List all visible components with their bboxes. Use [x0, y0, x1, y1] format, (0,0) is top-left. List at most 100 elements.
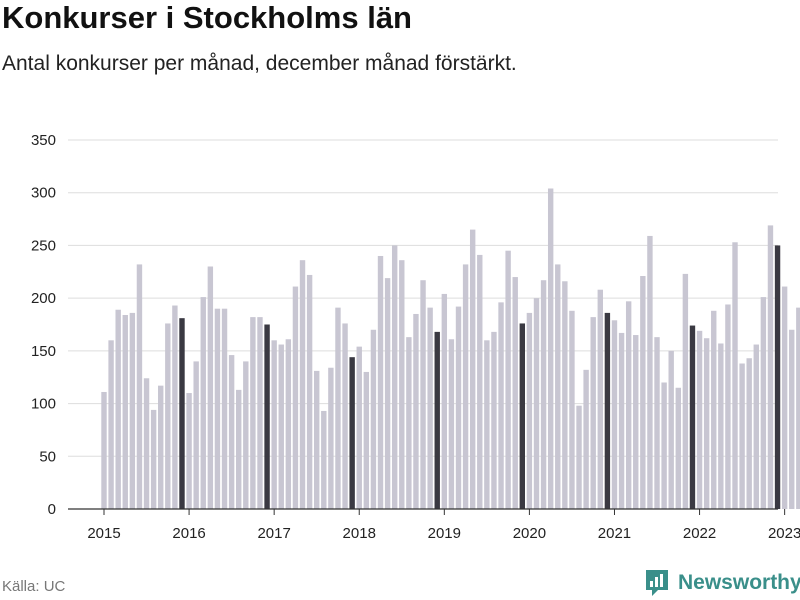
bar-month	[675, 387, 681, 509]
bar-month	[725, 304, 731, 509]
bar-month	[555, 264, 561, 509]
bar-month	[668, 350, 674, 509]
bar-month	[491, 331, 497, 509]
bar-month	[661, 382, 667, 509]
labels: 0 50 100 150 200 250 300 350 2015 2016 2017 2018 201…	[31, 132, 800, 542]
bar-month	[796, 307, 800, 509]
bar-december	[264, 324, 270, 509]
bar-month	[462, 264, 469, 509]
bar-month	[441, 293, 448, 509]
source-note: Källa: UC	[2, 578, 66, 595]
bar-month	[625, 301, 632, 509]
x-tick-label: 2019	[428, 525, 461, 542]
bar-month	[250, 317, 256, 509]
axes	[68, 508, 786, 515]
bar-month	[370, 329, 377, 509]
y-tick-label: 100	[31, 396, 56, 413]
bar-month	[335, 307, 341, 509]
bar-month	[399, 260, 405, 509]
bar-month	[427, 307, 433, 509]
bar-month	[257, 317, 263, 509]
bar-month	[136, 264, 143, 509]
bar-month	[760, 297, 767, 509]
bar-month	[562, 281, 568, 509]
bar-december	[434, 331, 440, 509]
bar-month	[781, 286, 788, 509]
bar-month	[172, 305, 178, 509]
x-tick-label: 2022	[683, 525, 716, 542]
bar-month	[654, 337, 660, 509]
brand-name: Newsworthy	[678, 571, 800, 594]
bar-month	[547, 188, 554, 509]
bar-month	[611, 320, 618, 509]
bar-month	[377, 255, 384, 509]
bar-month	[746, 358, 752, 509]
bar-december	[774, 245, 781, 509]
x-tick-label: 2016	[172, 525, 205, 542]
bar-month	[193, 361, 199, 509]
bar-month	[576, 405, 582, 509]
bar-month	[711, 310, 717, 509]
bar-month	[739, 363, 745, 509]
bar-month	[732, 242, 738, 509]
bar-month	[321, 410, 327, 509]
x-tick-label: 2021	[598, 525, 631, 542]
bar-month	[129, 312, 136, 509]
bar-month	[469, 229, 476, 510]
bar-month	[413, 313, 419, 509]
bar-month	[384, 278, 391, 509]
x-tick-label: 2023	[768, 525, 800, 542]
bar-month	[498, 302, 504, 509]
bar-month	[306, 274, 313, 509]
y-tick-label: 0	[48, 501, 56, 518]
bar-month	[703, 338, 710, 509]
newsworthy-logo[interactable]: Newsworthy	[644, 566, 800, 600]
bar-month	[299, 260, 306, 509]
x-tick-label: 2015	[87, 525, 120, 542]
bars	[101, 188, 800, 510]
bar-month	[526, 312, 533, 509]
y-tick-label: 50	[39, 448, 56, 465]
bar-month	[753, 344, 759, 509]
bar-month	[228, 355, 235, 509]
bar-month	[484, 340, 490, 509]
bar-month	[618, 332, 625, 509]
bar-month	[328, 367, 334, 509]
bar-december	[604, 312, 611, 509]
bar-month	[221, 308, 228, 509]
chart-subtitle: Antal konkurser per månad, december måna…	[2, 52, 517, 75]
bar-month	[590, 317, 596, 509]
bar-month	[533, 298, 540, 509]
bar-month	[356, 346, 362, 509]
bar-month	[150, 409, 157, 509]
x-tick-label: 2020	[513, 525, 546, 542]
bar-month	[214, 308, 221, 509]
bar-month	[583, 369, 589, 509]
bar-month	[292, 286, 299, 509]
bar-month	[696, 330, 703, 509]
y-tick-label: 300	[31, 185, 56, 202]
bar-december	[179, 318, 185, 509]
bar-month	[342, 323, 348, 509]
bar-month	[186, 393, 192, 509]
chart-title: Konkurser i Stockholms län	[2, 0, 412, 35]
bar-month	[200, 297, 206, 509]
x-tick-label: 2018	[343, 525, 376, 542]
bar-month	[108, 340, 114, 509]
bar-month	[101, 391, 107, 509]
bar-month	[285, 339, 292, 509]
bar-december	[689, 325, 696, 509]
bar-month	[278, 344, 284, 509]
bar-month	[122, 315, 128, 509]
bar-month	[115, 309, 121, 509]
bar-month	[158, 385, 164, 509]
y-tick-label: 200	[31, 290, 56, 307]
bar-month	[165, 323, 171, 509]
bar-month	[448, 339, 455, 509]
x-tick-label: 2017	[257, 525, 290, 542]
bar-month	[271, 340, 277, 509]
bar-month	[647, 235, 653, 509]
bar-month	[406, 337, 412, 509]
bar-month	[243, 361, 249, 509]
